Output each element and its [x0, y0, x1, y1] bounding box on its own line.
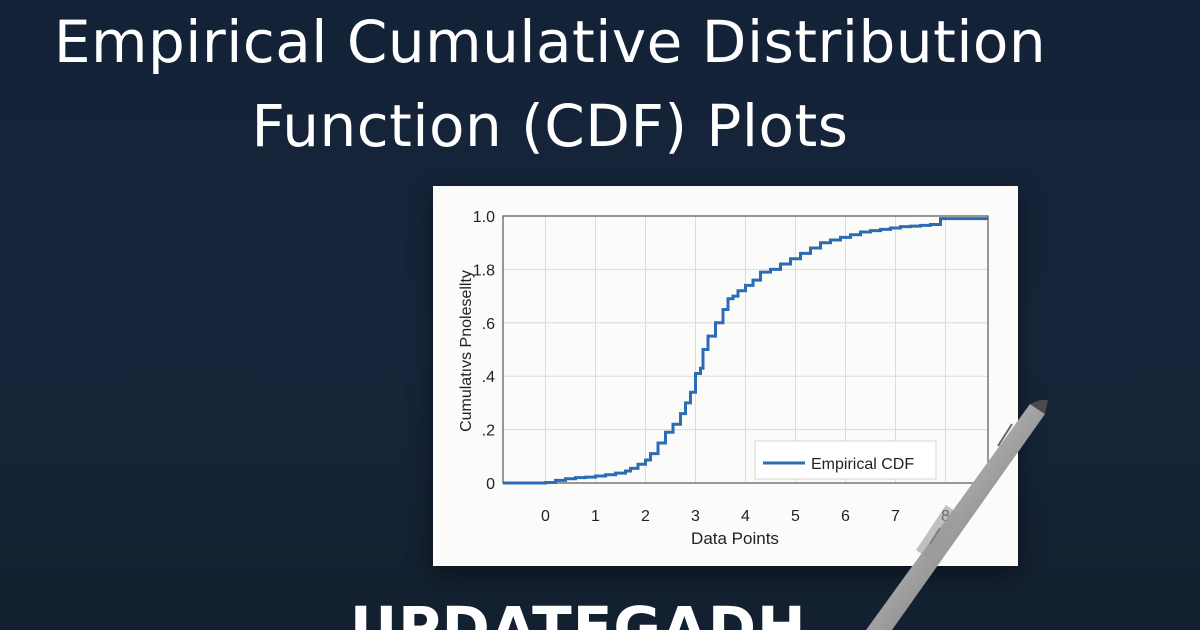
- x-tick-label: 4: [741, 508, 750, 525]
- x-axis-label: Data Points: [691, 529, 779, 548]
- page-title: Empirical Cumulative Distribution Functi…: [0, 0, 1100, 168]
- y-tick-label: .4: [482, 369, 495, 386]
- x-tick-label: 3: [691, 508, 700, 525]
- tick-labels: 0123456780.2.4.61.81.0: [473, 209, 950, 525]
- plot-frame: [502, 215, 989, 484]
- page-title-line-2: Function (CDF) Plots: [251, 92, 849, 160]
- brand-wordmark: UPDATEGADH: [350, 594, 807, 630]
- legend: Empirical CDF: [754, 440, 937, 480]
- y-axis-label: Cumulatıvs Pnolesellty: [458, 270, 475, 432]
- page-title-line-1: Empirical Cumulative Distribution: [53, 8, 1047, 76]
- chart-card: 0123456780.2.4.61.81.0 Data Points Cumul…: [433, 186, 1018, 566]
- pen-icon: [866, 400, 1048, 630]
- cdf-chart: 0123456780.2.4.61.81.0 Data Points Cumul…: [458, 209, 989, 548]
- x-tick-label: 6: [841, 508, 850, 525]
- x-tick-label: 1: [591, 508, 600, 525]
- y-tick-label: 1.8: [473, 262, 495, 279]
- y-tick-label: 0: [486, 476, 495, 493]
- legend-box: [754, 440, 937, 480]
- y-tick-label: .2: [482, 423, 495, 440]
- x-tick-label: 2: [641, 508, 650, 525]
- legend-label-empirical-cdf: Empirical CDF: [811, 456, 914, 473]
- x-tick-label: 7: [891, 508, 900, 525]
- y-tick-label: .6: [482, 316, 495, 333]
- y-tick-label: 1.0: [473, 209, 495, 226]
- x-tick-label: 5: [791, 508, 800, 525]
- x-tick-label: 0: [541, 508, 550, 525]
- series-line-empirical-cdf: [503, 217, 988, 485]
